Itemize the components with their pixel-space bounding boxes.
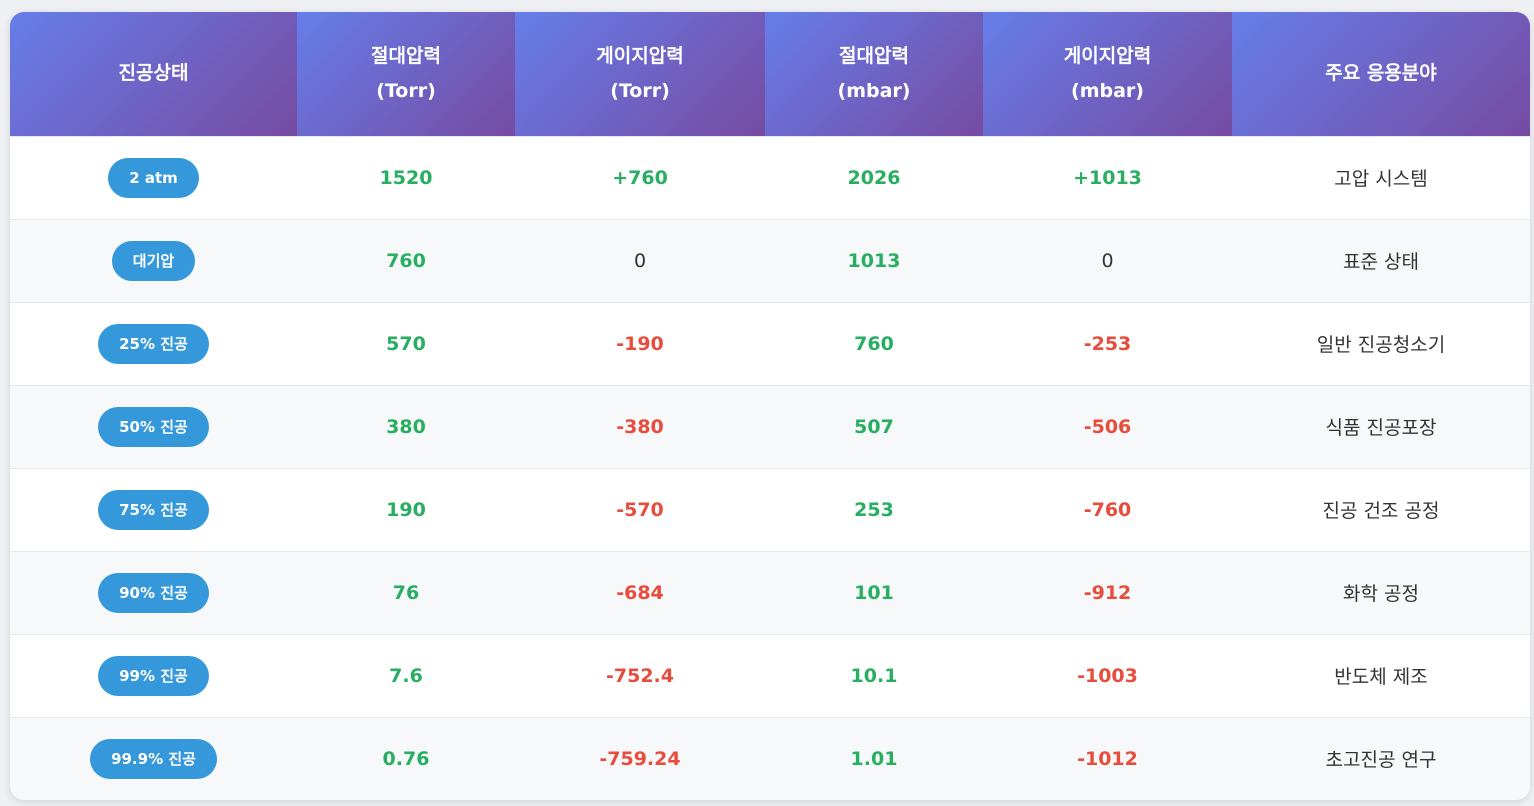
cell-abs-torr: 380 xyxy=(386,415,426,438)
cell-gauge-mbar: -912 xyxy=(1083,581,1132,604)
cell-application: 반도체 제조 xyxy=(1334,666,1428,688)
cell-application: 초고진공 연구 xyxy=(1325,749,1437,772)
header-gauge-torr: 게이지압력 (Torr) xyxy=(515,12,765,136)
cell-abs-mbar: 507 xyxy=(854,415,894,438)
pressure-table-card: 진공상태 절대압력 (Torr) 게이지압력 (Torr) 절대압력 (mbar… xyxy=(10,12,1530,800)
vacuum-state-badge: 99% 진공 xyxy=(98,655,209,696)
table-row: 75% 진공 190 -570 253 -760 진공 건조 공정 xyxy=(10,468,1530,551)
table-row: 25% 진공 570 -190 760 -253 일반 진공청소기 xyxy=(10,302,1530,385)
cell-gauge-mbar: -760 xyxy=(1083,498,1132,521)
header-abs-mbar: 절대압력 (mbar) xyxy=(765,12,983,136)
cell-abs-mbar: 10.1 xyxy=(850,664,898,687)
cell-gauge-torr: -759.24 xyxy=(599,747,681,770)
header-vacuum-state: 진공상태 xyxy=(10,12,297,136)
cell-gauge-torr: -570 xyxy=(616,498,664,521)
cell-gauge-torr: +760 xyxy=(612,166,668,189)
cell-vacuum-state: 50% 진공 xyxy=(10,385,297,468)
table-row: 50% 진공 380 -380 507 -506 식품 진공포장 xyxy=(10,385,1530,468)
header-row: 진공상태 절대압력 (Torr) 게이지압력 (Torr) 절대압력 (mbar… xyxy=(10,12,1530,136)
cell-gauge-mbar: -506 xyxy=(1083,415,1132,438)
cell-abs-mbar: 1.01 xyxy=(850,747,898,770)
cell-gauge-mbar: -1012 xyxy=(1077,747,1138,770)
table-row: 90% 진공 76 -684 101 -912 화학 공정 xyxy=(10,551,1530,634)
cell-vacuum-state: 75% 진공 xyxy=(10,468,297,551)
cell-application: 표준 상태 xyxy=(1343,251,1419,273)
cell-abs-mbar: 760 xyxy=(854,332,894,355)
cell-gauge-mbar: 0 xyxy=(1101,249,1114,272)
cell-abs-torr: 7.6 xyxy=(389,664,423,687)
vacuum-state-badge: 대기압 xyxy=(111,240,196,281)
cell-abs-torr: 0.76 xyxy=(382,747,430,770)
table-row: 99.9% 진공 0.76 -759.24 1.01 -1012 초고진공 연구 xyxy=(10,717,1530,800)
cell-abs-torr: 76 xyxy=(392,581,420,604)
table-row: 99% 진공 7.6 -752.4 10.1 -1003 반도체 제조 xyxy=(10,634,1530,717)
table-row: 2 atm 1520 +760 2026 +1013 고압 시스템 xyxy=(10,136,1530,219)
table-row: 대기압 760 0 1013 0 표준 상태 xyxy=(10,219,1530,302)
cell-abs-torr: 1520 xyxy=(379,166,433,189)
cell-vacuum-state: 2 atm xyxy=(10,136,297,219)
cell-gauge-mbar: -1003 xyxy=(1077,664,1138,687)
cell-vacuum-state: 99.9% 진공 xyxy=(10,717,297,800)
header-application: 주요 응용분야 xyxy=(1232,12,1530,136)
cell-abs-mbar: 101 xyxy=(854,581,894,604)
table-body: 2 atm 1520 +760 2026 +1013 고압 시스템 대기압 760 0 1013 0… xyxy=(10,136,1530,800)
cell-vacuum-state: 90% 진공 xyxy=(10,551,297,634)
vacuum-state-badge: 90% 진공 xyxy=(98,572,209,613)
cell-abs-torr: 760 xyxy=(386,249,426,272)
vacuum-state-badge: 75% 진공 xyxy=(98,489,209,530)
header-gauge-mbar: 게이지압력 (mbar) xyxy=(983,12,1232,136)
vacuum-state-badge: 99.9% 진공 xyxy=(90,738,217,779)
cell-abs-mbar: 1013 xyxy=(847,249,901,272)
cell-gauge-mbar: -253 xyxy=(1083,332,1132,355)
cell-abs-mbar: 2026 xyxy=(847,166,901,189)
cell-gauge-torr: -684 xyxy=(616,581,664,604)
cell-gauge-torr: 0 xyxy=(633,249,647,272)
cell-abs-torr: 190 xyxy=(386,498,426,521)
vacuum-state-badge: 25% 진공 xyxy=(98,323,209,364)
cell-application: 진공 건조 공정 xyxy=(1322,500,1440,522)
cell-vacuum-state: 대기압 xyxy=(10,219,297,302)
pressure-table: 진공상태 절대압력 (Torr) 게이지압력 (Torr) 절대압력 (mbar… xyxy=(10,12,1530,800)
table-header: 진공상태 절대압력 (Torr) 게이지압력 (Torr) 절대압력 (mbar… xyxy=(10,12,1530,136)
cell-gauge-torr: -190 xyxy=(616,332,664,355)
cell-vacuum-state: 25% 진공 xyxy=(10,302,297,385)
cell-gauge-torr: -380 xyxy=(616,415,664,438)
cell-gauge-torr: -752.4 xyxy=(606,664,674,687)
cell-gauge-mbar: +1013 xyxy=(1073,166,1142,189)
cell-application: 고압 시스템 xyxy=(1334,168,1428,190)
header-abs-torr: 절대압력 (Torr) xyxy=(297,12,515,136)
cell-abs-torr: 570 xyxy=(386,332,426,355)
vacuum-state-badge: 50% 진공 xyxy=(98,406,209,447)
cell-application: 일반 진공청소기 xyxy=(1316,334,1446,356)
cell-application: 식품 진공포장 xyxy=(1325,417,1437,439)
cell-application: 화학 공정 xyxy=(1343,583,1419,605)
vacuum-state-badge: 2 atm xyxy=(108,157,199,198)
cell-abs-mbar: 253 xyxy=(854,498,894,521)
cell-vacuum-state: 99% 진공 xyxy=(10,634,297,717)
